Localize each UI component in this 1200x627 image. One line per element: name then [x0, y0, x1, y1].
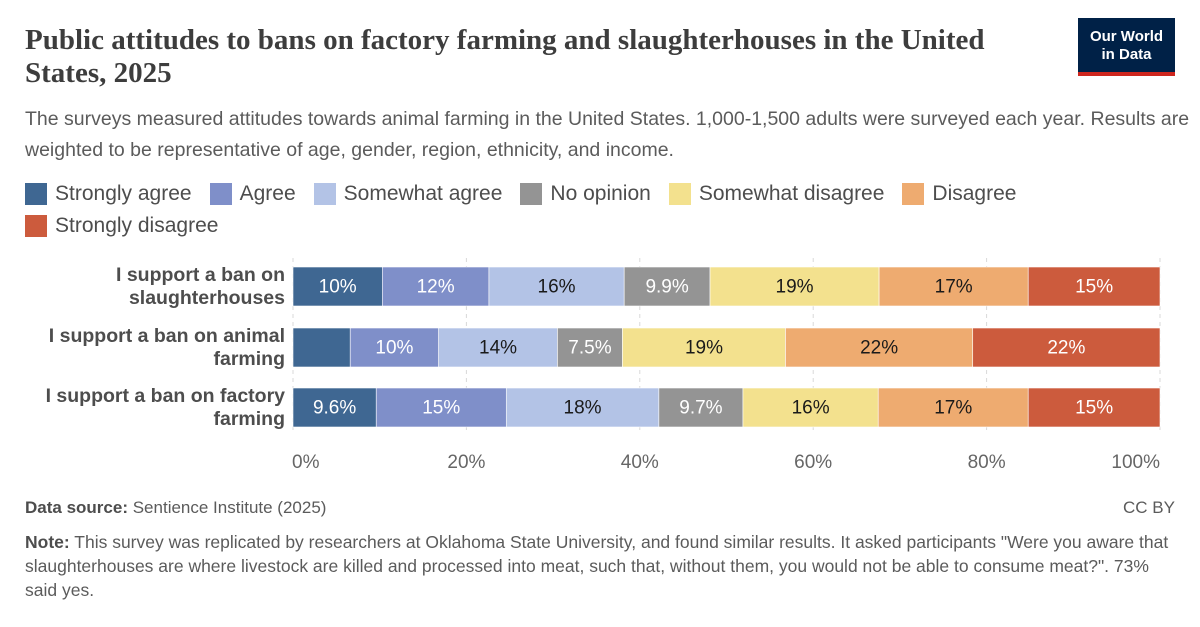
bar-segment	[292, 327, 351, 368]
legend-swatch	[25, 183, 47, 205]
bar-segment	[785, 327, 974, 368]
chart: 0% 20% 40% 60% 80% 100% 10% 12% 16% 9.9% 19% 17% 15%…	[292, 258, 1161, 473]
legend-label: Strongly disagree	[55, 214, 219, 237]
bar-segment	[505, 387, 660, 428]
data-label: 22%	[1047, 338, 1085, 359]
data-label: 16%	[538, 277, 576, 298]
data-label: 14%	[479, 338, 517, 359]
x-tick-label: 40%	[621, 452, 659, 473]
legend-swatch	[209, 183, 232, 205]
bar-segment	[557, 327, 623, 368]
bar-segment	[292, 266, 383, 307]
bar-segment	[349, 327, 439, 368]
source-label: Data source:	[25, 498, 128, 517]
data-label: 15%	[1075, 398, 1113, 419]
bar-segment	[878, 266, 1029, 307]
legend-swatch	[520, 183, 543, 205]
legend: Strongly agree Agree Somewhat agree No opin…	[25, 181, 1185, 239]
note: Note: This survey was replicated by rese…	[25, 530, 1185, 602]
data-label: 9.9%	[645, 277, 688, 298]
bar-segment	[488, 266, 625, 307]
legend-label: Somewhat agree	[343, 182, 503, 205]
legend-swatch	[902, 183, 925, 205]
data-label: 15%	[1075, 277, 1113, 298]
legend-item: Disagree	[902, 181, 1016, 207]
category-label: I support a ban on animal farming	[48, 324, 285, 370]
bar-segment	[742, 387, 879, 428]
bar-segment	[877, 387, 1029, 428]
legend-item: Agree	[209, 181, 296, 207]
legend-label: Agree	[239, 182, 296, 205]
license: CC BY	[1123, 498, 1175, 517]
legend-item: Somewhat disagree	[668, 181, 885, 207]
logo-text: Our World in Data	[1089, 28, 1164, 63]
x-tick-label: 20%	[447, 452, 485, 473]
data-label: 16%	[792, 398, 830, 419]
legend-item: Strongly disagree	[25, 213, 218, 239]
bar-segment	[623, 266, 711, 307]
x-tick-label: 100%	[1111, 452, 1160, 473]
legend-label: Somewhat disagree	[698, 182, 885, 205]
logo[interactable]: Our World in Data	[1078, 18, 1175, 76]
bar-segment	[382, 266, 490, 307]
data-label: 10%	[375, 338, 413, 359]
data-label: 15%	[422, 398, 460, 419]
note-label: Note:	[25, 532, 70, 552]
data-label: 9.6%	[313, 398, 356, 419]
category-label: I support a ban on slaughterhouses	[116, 263, 285, 309]
legend-label: No opinion	[550, 182, 651, 205]
data-label: 22%	[860, 338, 898, 359]
category-label: I support a ban on factory farming	[45, 384, 285, 430]
data-label: 19%	[776, 277, 814, 298]
bar-segment	[292, 387, 377, 428]
legend-label: Strongly agree	[55, 182, 192, 205]
source: Data source: Sentience Institute (2025)	[25, 498, 326, 518]
x-tick-label: 0%	[292, 452, 320, 473]
bar-segment	[375, 387, 507, 428]
legend-item: Somewhat agree	[313, 181, 503, 207]
bar-segment	[438, 327, 558, 368]
data-label: 12%	[417, 277, 455, 298]
legend-item: Strongly agree	[25, 181, 192, 207]
legend-swatch	[313, 183, 336, 205]
legend-label: Disagree	[932, 182, 1017, 205]
legend-swatch	[668, 183, 691, 205]
bar-segment	[1027, 387, 1161, 428]
bar-segment	[622, 327, 786, 368]
bar-segment	[1027, 266, 1161, 307]
source-text: Sentience Institute (2025)	[132, 498, 327, 517]
data-label: 17%	[935, 277, 973, 298]
data-label: 19%	[685, 338, 723, 359]
data-label: 17%	[934, 398, 972, 419]
legend-swatch	[25, 215, 47, 237]
x-tick-label: 80%	[968, 452, 1006, 473]
x-tick-label: 60%	[794, 452, 832, 473]
chart-subtitle: The surveys measured attitudes towards a…	[25, 108, 1190, 161]
bar-segment	[972, 327, 1161, 368]
data-label: 18%	[564, 398, 602, 419]
data-label: 9.7%	[679, 398, 722, 419]
chart-title: Public attitudes to bans on factory farm…	[25, 24, 985, 89]
bar-segment	[709, 266, 880, 307]
data-label: 10%	[319, 277, 357, 298]
bar-segment	[658, 387, 744, 428]
data-label: 7.5%	[568, 338, 611, 359]
note-text: This survey was replicated by researcher…	[25, 532, 1169, 600]
legend-item: No opinion	[520, 181, 651, 207]
